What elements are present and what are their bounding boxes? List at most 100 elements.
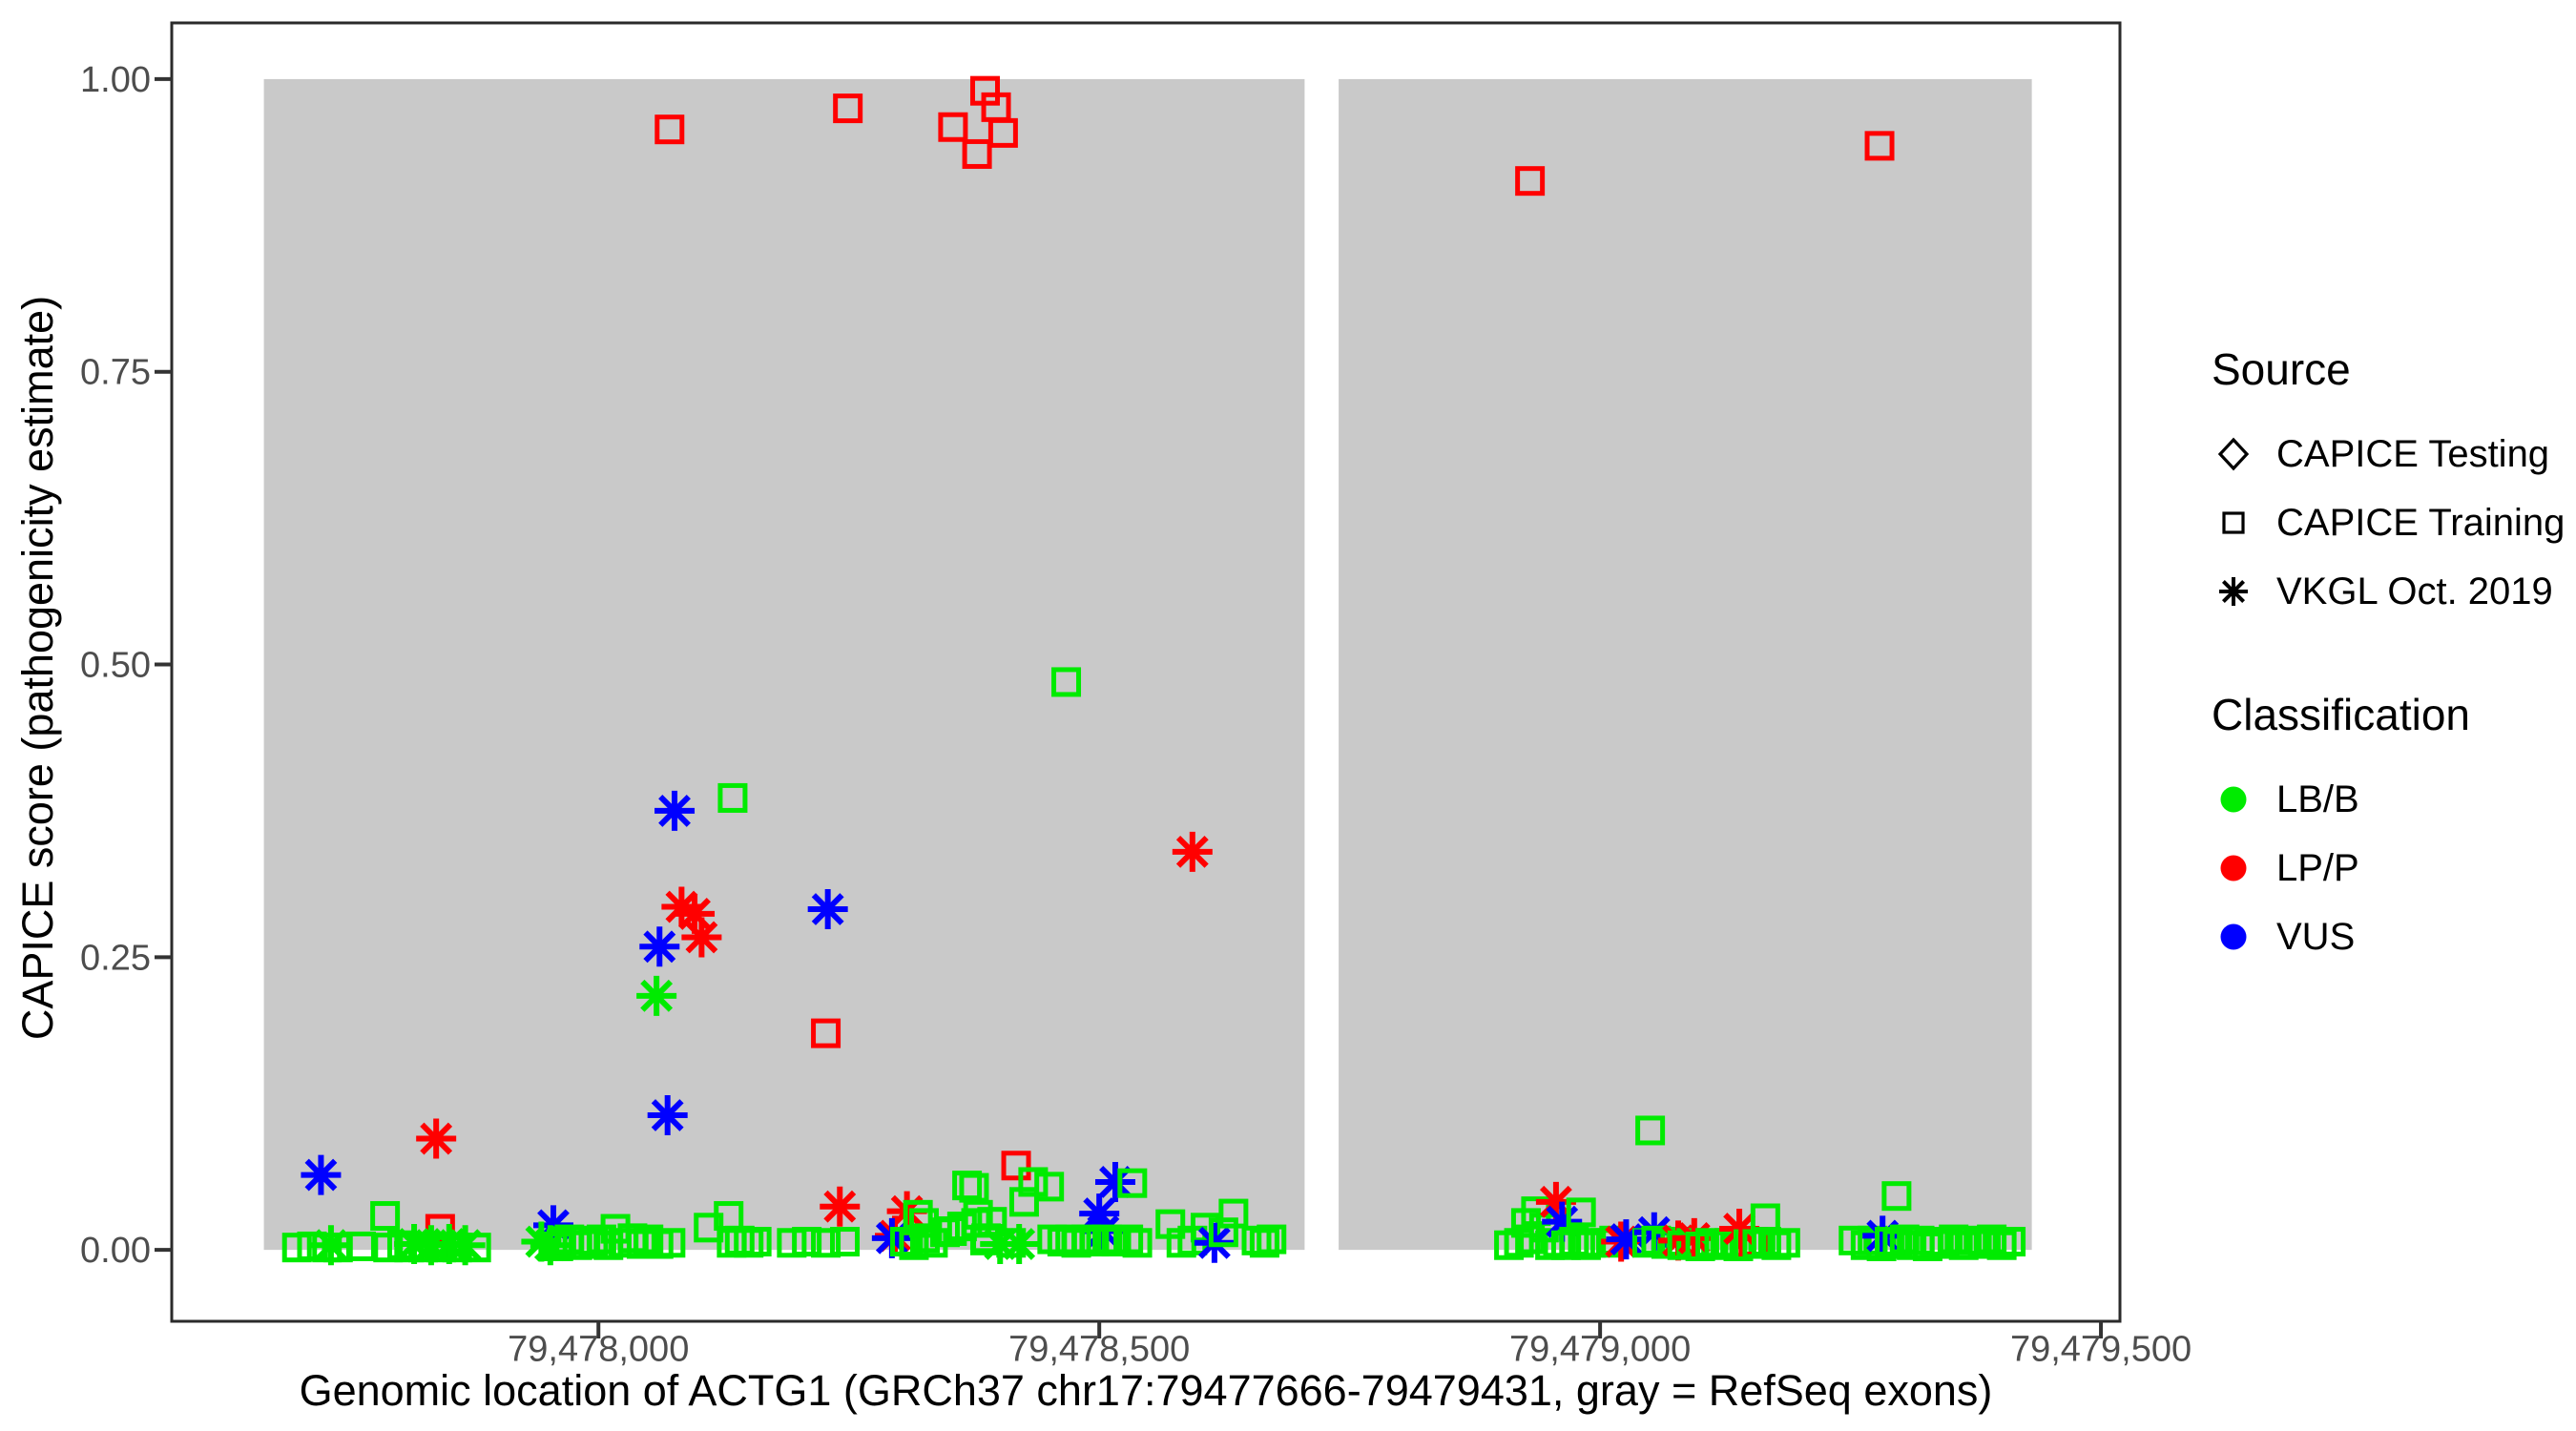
data-point-asterisk bbox=[820, 1186, 861, 1227]
data-point-square bbox=[370, 1201, 401, 1232]
vus-dot-icon bbox=[2220, 923, 2247, 950]
data-point-square bbox=[961, 1208, 991, 1238]
data-point-square bbox=[1685, 1231, 1715, 1261]
data-point-asterisk bbox=[1862, 1215, 1903, 1256]
axis-ticks: 79,478,000 79,478,500 79,479,000 79,479,500… bbox=[80, 60, 2192, 1369]
legend-source-title: Source bbox=[2212, 344, 2351, 394]
data-points bbox=[281, 75, 2026, 1266]
y-tick-label: 0.00 bbox=[80, 1231, 151, 1271]
legend-item-label: CAPICE Training bbox=[2276, 501, 2566, 544]
data-point-square bbox=[741, 1227, 772, 1257]
x-tick-label: 79,479,000 bbox=[1509, 1329, 1691, 1369]
data-point-square bbox=[962, 138, 992, 169]
x-axis-title: Genomic location of ACTG1 (GRCh37 chr17:… bbox=[299, 1366, 1993, 1415]
data-point-square bbox=[811, 1228, 841, 1258]
data-point-square bbox=[717, 782, 748, 813]
legend-item-lpp: LP/P bbox=[2212, 834, 2470, 902]
refseq-exon-rects bbox=[263, 78, 2032, 1251]
data-point-square bbox=[1986, 1230, 2017, 1260]
data-point-square bbox=[1122, 1228, 1153, 1258]
lbb-dot-icon bbox=[2220, 786, 2247, 813]
data-point-square bbox=[792, 1227, 822, 1257]
legend-item-label: LB/B bbox=[2276, 778, 2359, 820]
data-point-asterisk bbox=[807, 889, 848, 930]
data-point-asterisk bbox=[681, 917, 722, 958]
data-point-square bbox=[1113, 1224, 1144, 1255]
data-point-square bbox=[1958, 1225, 1988, 1255]
legend-source: Source CAPICE Testing CAPICE Training VK… bbox=[2212, 343, 2565, 626]
data-point-asterisk bbox=[1094, 1161, 1135, 1202]
data-point-asterisk bbox=[1172, 831, 1213, 872]
data-point-square bbox=[1635, 1115, 1666, 1146]
data-point-square bbox=[1117, 1168, 1148, 1198]
data-point-square bbox=[1208, 1217, 1238, 1248]
legend-classification-title: Classification bbox=[2212, 690, 2470, 739]
data-point-square bbox=[1939, 1224, 1969, 1255]
refseq-exon bbox=[1339, 78, 2032, 1251]
data-point-square bbox=[830, 1227, 861, 1257]
y-axis-title: CAPICE score (pathogenicity estimate) bbox=[13, 295, 62, 1041]
data-point-square bbox=[1770, 1228, 1800, 1258]
data-point-square bbox=[1881, 1181, 1912, 1212]
legend-item-label: CAPICE Testing bbox=[2276, 432, 2550, 475]
data-point-square bbox=[655, 1228, 686, 1258]
data-point-square bbox=[461, 1233, 491, 1263]
asterisk-icon bbox=[2219, 577, 2248, 606]
data-point-square bbox=[1008, 1187, 1039, 1217]
data-point-square bbox=[1034, 1172, 1065, 1202]
diamond-icon bbox=[2217, 437, 2250, 471]
data-point-square bbox=[959, 1172, 989, 1203]
refseq-exon bbox=[263, 78, 1305, 1251]
y-tick-label: 1.00 bbox=[80, 60, 151, 100]
data-point-square bbox=[1929, 1229, 1960, 1259]
data-point-square bbox=[1751, 1227, 1781, 1257]
lpp-dot-icon bbox=[2220, 855, 2247, 881]
data-point-asterisk bbox=[1606, 1219, 1647, 1260]
data-point-square bbox=[634, 1224, 664, 1255]
data-point-square bbox=[1218, 1198, 1249, 1229]
data-point-square bbox=[281, 1233, 312, 1263]
data-point-square bbox=[578, 1229, 609, 1259]
data-point-square bbox=[1967, 1229, 1998, 1259]
data-point-asterisk bbox=[647, 1095, 688, 1136]
data-point-square bbox=[1257, 1224, 1287, 1255]
data-point-square bbox=[626, 1229, 656, 1259]
data-point-asterisk bbox=[1535, 1181, 1576, 1222]
data-point-square bbox=[1001, 1151, 1031, 1181]
data-point-square bbox=[1996, 1227, 2026, 1257]
data-point-square bbox=[777, 1228, 807, 1258]
x-tick-label: 79,479,500 bbox=[2010, 1329, 2192, 1369]
legend-item-lbb: LB/B bbox=[2212, 765, 2470, 834]
data-point-square bbox=[811, 1018, 841, 1048]
data-point-square bbox=[1515, 166, 1546, 197]
data-point-square bbox=[1566, 1197, 1596, 1228]
legend-item-capice-testing: CAPICE Testing bbox=[2212, 420, 2565, 488]
legend-item-capice-training: CAPICE Training bbox=[2212, 488, 2565, 557]
data-point-asterisk bbox=[999, 1224, 1040, 1264]
data-point-asterisk bbox=[636, 975, 677, 1016]
data-point-square bbox=[1676, 1228, 1707, 1258]
x-tick-label: 79,478,500 bbox=[1008, 1329, 1190, 1369]
data-point-asterisk bbox=[521, 1221, 562, 1262]
plot-panel-border bbox=[170, 21, 2122, 1323]
data-point-asterisk bbox=[416, 1118, 457, 1159]
data-point-square bbox=[938, 112, 968, 142]
data-point-asterisk bbox=[1542, 1201, 1583, 1242]
data-point-asterisk bbox=[654, 790, 696, 831]
legend-item-vus: VUS bbox=[2212, 902, 2470, 971]
legend-item-label: VKGL Oct. 2019 bbox=[2276, 570, 2553, 612]
data-point-square bbox=[1018, 1167, 1049, 1197]
data-point-square bbox=[987, 117, 1018, 148]
data-point-asterisk bbox=[639, 926, 680, 967]
data-point-asterisk bbox=[675, 893, 716, 934]
data-point-square bbox=[1249, 1228, 1279, 1258]
square-icon bbox=[2222, 511, 2245, 534]
legend-classification: Classification LB/B LP/P VUS bbox=[2212, 689, 2470, 971]
legend-item-label: LP/P bbox=[2276, 846, 2359, 889]
data-point-square bbox=[1061, 1228, 1091, 1258]
x-tick-label: 79,478,000 bbox=[508, 1329, 689, 1369]
data-point-asterisk bbox=[533, 1205, 574, 1246]
data-point-square bbox=[654, 114, 685, 145]
